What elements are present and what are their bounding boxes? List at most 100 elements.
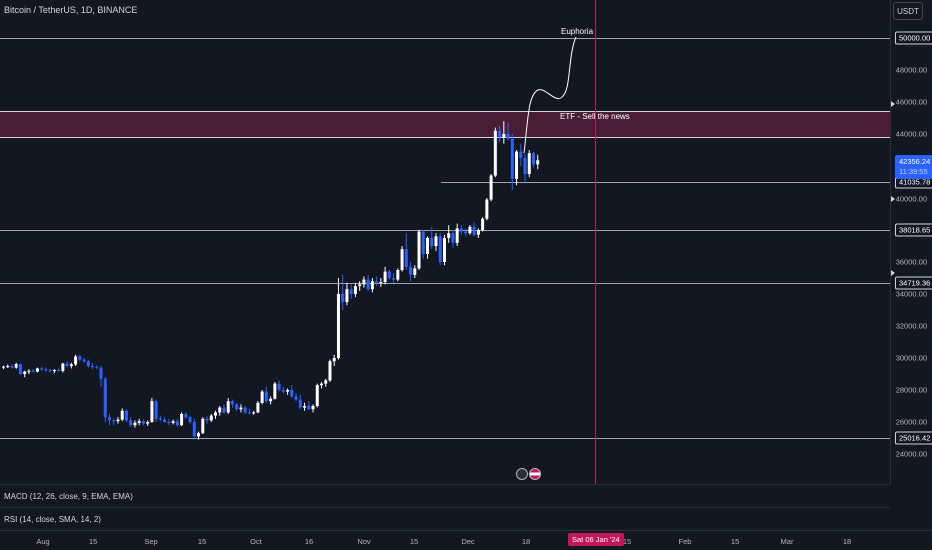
candle[interactable] [103,377,107,422]
candle[interactable] [459,225,463,235]
candle[interactable] [332,354,336,366]
candle[interactable] [264,386,268,403]
candle[interactable] [527,150,531,178]
candle[interactable] [10,364,14,369]
candle[interactable] [35,367,39,373]
main-chart-pane[interactable]: Euphoria ETF - Sell the news Bitcoin / T… [0,0,890,484]
candle[interactable] [252,410,256,415]
candle[interactable] [150,398,154,423]
price-label-38018[interactable]: 38018.65 [895,223,932,237]
candle[interactable] [44,367,48,372]
rsi-pane[interactable]: RSI (14, close, SMA, 14, 2) [0,507,890,531]
candle[interactable] [23,370,27,378]
candle[interactable] [451,230,455,248]
candle[interactable] [506,122,510,141]
candle[interactable] [222,404,226,414]
candle[interactable] [447,225,451,243]
candle[interactable] [413,265,417,278]
candle[interactable] [426,236,429,259]
event-icon-us-flag[interactable] [529,468,541,480]
candle[interactable] [476,228,480,238]
candle[interactable] [95,365,99,370]
level-line-25016[interactable] [0,438,890,439]
candle[interactable] [498,126,502,142]
candle[interactable] [31,369,35,373]
candle[interactable] [387,270,391,280]
candle[interactable] [438,233,442,266]
candle[interactable] [502,121,506,144]
level-line-34719[interactable] [0,283,890,284]
candle[interactable] [489,174,493,202]
candle[interactable] [133,420,137,428]
candle[interactable] [171,419,175,425]
candle[interactable] [82,358,86,363]
candle[interactable] [277,380,281,392]
candle[interactable] [209,414,213,422]
candle[interactable] [154,399,158,422]
candle[interactable] [396,268,400,282]
candle[interactable] [281,386,285,394]
level-line-38018[interactable] [0,230,890,231]
candle[interactable] [366,274,370,291]
candle[interactable] [510,134,514,190]
euphoria-label[interactable]: Euphoria [561,27,594,36]
candle[interactable] [375,276,379,286]
candle[interactable] [286,388,290,395]
candle[interactable] [409,262,413,282]
candle[interactable] [515,150,519,186]
candle[interactable] [328,359,332,382]
candle[interactable] [184,412,188,419]
candle[interactable] [430,226,434,250]
candle[interactable] [273,382,277,400]
time-axis[interactable]: Aug 15 Sep 15 Oct 16 Nov 15 Dec 18 15 Fe… [0,530,932,550]
candle[interactable] [175,418,179,427]
candle[interactable] [362,276,366,288]
candle[interactable] [379,278,383,287]
candle[interactable] [27,369,31,374]
live-price-label[interactable]: 42356.24 11:39:55 [895,155,932,179]
selected-date-label[interactable]: Sat 06 Jan '24 [568,533,624,546]
level-line-41035[interactable] [441,182,890,183]
candle[interactable] [260,390,264,405]
price-label-50000[interactable]: 50000.00 [895,31,932,45]
price-label-25016[interactable]: 25016.42 [895,431,932,445]
candle[interactable] [52,369,56,374]
candle[interactable] [455,223,459,246]
candle[interactable] [464,228,468,237]
candle[interactable] [294,393,298,402]
economic-events-icon[interactable] [516,468,542,480]
candle[interactable] [493,127,497,178]
candle[interactable] [65,361,69,368]
candle[interactable] [353,282,357,298]
candle[interactable] [290,385,294,398]
candle[interactable] [120,408,124,422]
candle[interactable] [358,281,362,291]
candle[interactable] [167,418,171,426]
candle[interactable] [532,151,535,168]
candle[interactable] [269,396,273,405]
price-label-34719[interactable]: 34719.36 [895,276,932,290]
candle[interactable] [239,404,243,413]
candle[interactable] [86,359,90,368]
candle[interactable] [137,418,141,426]
candle[interactable] [226,398,230,414]
candle[interactable] [303,402,307,411]
candle[interactable] [158,415,162,422]
candle[interactable] [523,153,527,184]
candle[interactable] [400,246,404,272]
event-icon-lightning[interactable] [516,468,528,480]
candle[interactable] [214,410,217,419]
candle[interactable] [468,225,472,235]
candle[interactable] [218,406,222,416]
candle[interactable] [320,382,323,389]
candle[interactable] [99,366,103,387]
candle[interactable] [472,222,476,237]
level-line-50000[interactable] [0,38,890,39]
candle[interactable] [78,354,82,362]
candle[interactable] [349,284,353,299]
candle[interactable] [197,431,201,440]
candle[interactable] [519,143,523,166]
candle[interactable] [315,383,319,408]
price-scale[interactable]: 48000.00 46000.00 44000.00 40000.00 3600… [890,0,932,484]
candle[interactable] [298,394,302,410]
